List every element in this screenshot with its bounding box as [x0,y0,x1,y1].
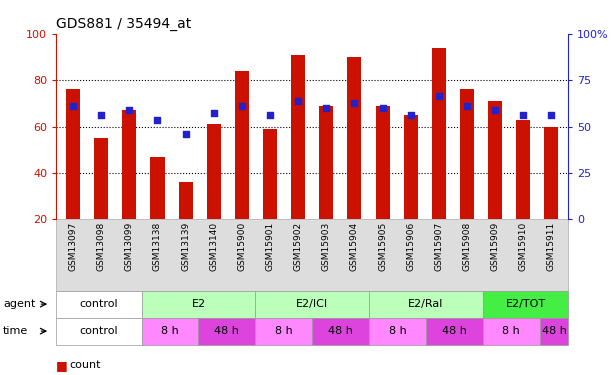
Text: 48 h: 48 h [214,326,240,336]
Point [153,117,163,123]
Text: agent: agent [3,299,35,309]
Point [181,130,191,136]
Point [434,93,444,99]
Text: 8 h: 8 h [275,326,293,336]
Point [490,107,500,113]
Text: 8 h: 8 h [502,326,520,336]
Text: control: control [79,299,118,309]
Bar [348,57,362,266]
Point [237,103,247,109]
Text: 8 h: 8 h [161,326,179,336]
Text: GDS881 / 35494_at: GDS881 / 35494_at [56,17,191,31]
Point [125,107,134,113]
Bar [207,124,221,266]
Bar [544,127,558,266]
Point [68,103,78,109]
Text: E2: E2 [191,299,205,309]
Bar [320,106,334,266]
Point [293,98,303,104]
Text: control: control [79,326,118,336]
Text: ■: ■ [56,359,68,372]
Point [462,103,472,109]
Bar [488,101,502,266]
Text: 8 h: 8 h [389,326,406,336]
Point [209,110,219,116]
Point [349,100,359,106]
Bar [235,71,249,266]
Bar [263,129,277,266]
Bar [291,55,305,266]
Bar [66,90,80,266]
Bar [178,182,192,266]
Bar [150,157,164,266]
Text: E2/TOT: E2/TOT [505,299,546,309]
Bar [460,90,474,266]
Text: ■: ■ [56,374,68,375]
Bar [432,48,446,266]
Point [265,112,275,118]
Point [518,112,528,118]
Text: 48 h: 48 h [541,326,566,336]
Bar [94,138,108,266]
Bar [404,115,418,266]
Text: E2/ICI: E2/ICI [296,299,328,309]
Text: count: count [70,360,101,370]
Text: 48 h: 48 h [442,326,467,336]
Point [97,112,106,118]
Point [406,112,415,118]
Text: time: time [3,326,28,336]
Bar [516,120,530,266]
Point [546,112,556,118]
Point [378,105,387,111]
Text: E2/Ral: E2/Ral [408,299,444,309]
Bar [376,106,390,266]
Point [321,105,331,111]
Bar [122,110,136,266]
Text: 48 h: 48 h [328,326,353,336]
